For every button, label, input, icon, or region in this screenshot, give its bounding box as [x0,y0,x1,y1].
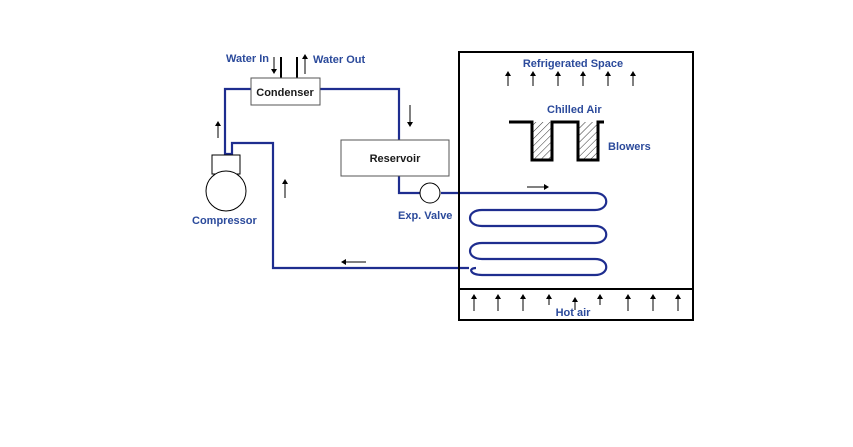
chilled-air-label: Chilled Air [547,104,602,116]
blowers-icon [509,120,604,162]
refrigerant-pipes [223,87,469,270]
water-out-arrow [302,54,308,74]
flow-arrow-up-left [215,121,221,138]
water-out-label: Water Out [313,54,365,66]
compressor-label: Compressor [192,215,258,227]
refrigerated-space-label: Refrigerated Space [523,58,623,70]
condenser-label: Condenser [256,87,314,99]
blowers-label: Blowers [608,141,651,153]
water-in-label: Water In [226,53,269,65]
exp-valve-label: Exp. Valve [398,210,452,222]
reservoir-label: Reservoir [370,153,421,165]
evaporator-coil [468,191,608,277]
hot-air-label: Hot air [556,307,592,319]
expansion-valve-icon [419,182,441,204]
compressor-icon [205,154,247,212]
flow-arrow-down-right [407,105,413,127]
flow-arrow-left [341,259,366,265]
cold-air-arrows [505,71,636,86]
condenser-box [250,77,321,106]
flow-arrow-right [527,184,549,190]
hot-air-arrows [471,294,681,311]
reservoir-box [340,139,450,177]
flow-arrow-up-center [282,179,288,198]
refrigerated-space-frame [458,51,694,321]
water-pipes [280,57,298,78]
water-in-arrow [271,57,277,74]
